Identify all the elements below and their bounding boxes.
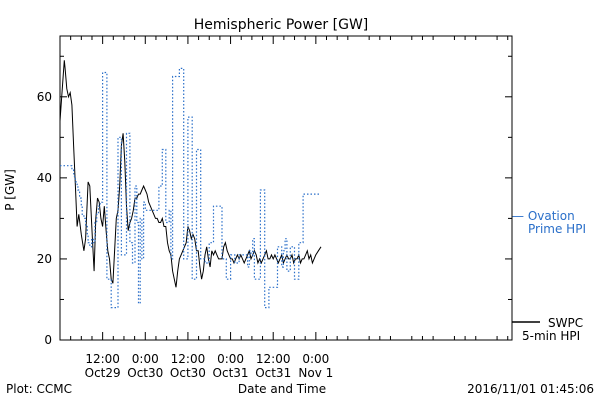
x-tick-time: 12:00 <box>171 352 206 366</box>
y-tick-label: 40 <box>37 171 52 185</box>
x-tick-date: Oct30 <box>127 366 163 380</box>
series-line-ovation <box>60 67 321 309</box>
plot-credit: Plot: CCMC <box>6 382 72 396</box>
x-tick-time: 0:00 <box>302 352 329 366</box>
legend-ovation-line1: — Ovation <box>512 209 575 223</box>
x-tick-time: 12:00 <box>85 352 120 366</box>
x-tick-date: Oct30 <box>170 366 206 380</box>
x-tick-time: 0:00 <box>132 352 159 366</box>
x-tick-date: Nov 1 <box>298 366 333 380</box>
series-line-swpc <box>59 60 322 288</box>
x-tick-time: 0:00 <box>217 352 244 366</box>
legend-swpc-line2: 5-min HPI <box>522 329 580 343</box>
legend-ovation-line2: Prime HPI <box>528 222 586 236</box>
x-axis-ticks: 12:00Oct290:00Oct3012:00Oct300:00Oct3112… <box>70 36 509 380</box>
plot-timestamp: 2016/11/01 01:45:06 <box>467 382 594 396</box>
y-tick-label: 60 <box>37 90 52 104</box>
legend: — Ovation Prime HPI SWPC 5-min HPI <box>512 209 586 343</box>
series-layer <box>59 60 322 309</box>
y-axis-ticks: 0 20 40 60 <box>37 55 512 347</box>
y-tick-label: 0 <box>44 333 52 347</box>
chart-title: Hemispheric Power [GW] <box>194 17 369 33</box>
x-tick-time: 12:00 <box>256 352 291 366</box>
x-tick-date: Oct31 <box>213 366 249 380</box>
legend-swpc-line1: SWPC <box>548 316 583 330</box>
y-axis-label: P [GW] <box>3 169 17 211</box>
x-axis-label: Date and Time <box>238 382 326 396</box>
plot-frame <box>59 35 513 341</box>
x-tick-date: Oct29 <box>85 366 121 380</box>
x-tick-date: Oct31 <box>255 366 291 380</box>
y-tick-label: 20 <box>37 252 52 266</box>
